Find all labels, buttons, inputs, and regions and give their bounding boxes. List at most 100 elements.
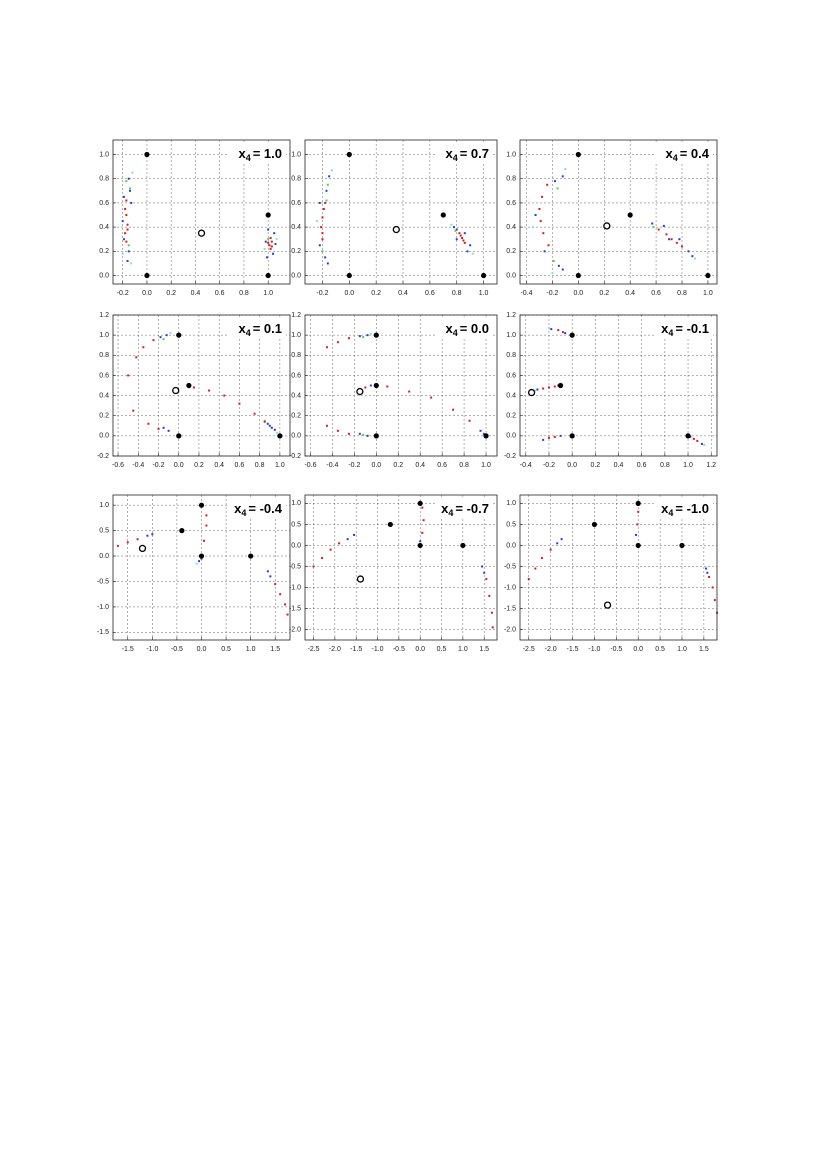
cloud-point [386, 385, 389, 388]
cloud-point [553, 385, 556, 388]
fixed-point [346, 151, 352, 158]
cloud-point [692, 437, 695, 440]
panel-label: x4 = 0.0 [445, 321, 489, 338]
x-tick-label: 1.5 [699, 646, 709, 653]
fixed-point [198, 502, 205, 508]
y-tick-label: 0.6 [291, 200, 301, 207]
x-tick-label: 0.5 [437, 646, 447, 653]
cloud-point [266, 570, 269, 573]
cloud-point [471, 252, 474, 255]
cloud-point [547, 386, 550, 389]
y-tick-label: 0.6 [99, 200, 109, 207]
cloud-point [668, 238, 671, 241]
cloud-point [366, 434, 369, 437]
cloud-point [325, 424, 328, 427]
x-tick-label: -0.6 [112, 462, 124, 469]
cloud-point [696, 439, 699, 442]
cloud-point [713, 599, 716, 602]
label-subscript: 4 [241, 508, 246, 518]
y-tick-label: -0.5 [504, 563, 516, 570]
plot-area [520, 140, 717, 284]
panel-label: x4 = 0.1 [238, 321, 282, 338]
cloud-point [463, 241, 466, 244]
label-background [655, 144, 713, 163]
x-tick-label: 0.8 [660, 462, 670, 469]
cloud-point [468, 419, 471, 422]
cloud-point [358, 335, 361, 338]
x-tick-label: 0.2 [166, 290, 176, 297]
y-tick-label: 0.8 [291, 176, 301, 183]
x-tick-label: 0.6 [437, 462, 447, 469]
cloud-point [157, 427, 160, 430]
x-tick-label: -0.2 [348, 462, 360, 469]
cloud-point [681, 245, 684, 248]
cloud-point [541, 195, 544, 198]
cloud-point [491, 626, 494, 629]
cloud-point [542, 232, 545, 235]
cloud-point [540, 557, 543, 560]
cloud-point [274, 243, 277, 246]
fixed-point [248, 553, 254, 559]
fixed-point [575, 272, 581, 279]
cloud-point [461, 237, 464, 240]
label-value: = 0.1 [253, 321, 282, 336]
fixed-point [480, 272, 487, 279]
cloud-point [454, 229, 457, 232]
y-tick-label: 1.0 [506, 151, 516, 158]
x-tick-label: -0.4 [520, 462, 532, 469]
cloud-point [336, 341, 339, 344]
cloud-point [542, 438, 545, 441]
fixed-point [417, 542, 423, 549]
label-subscript: 4 [246, 153, 251, 163]
center-point [172, 386, 180, 395]
fixed-point [460, 542, 466, 549]
cloud-point [553, 435, 556, 438]
x-tick-label: 0.2 [194, 462, 204, 469]
y-tick-label: 0.8 [506, 176, 516, 183]
panel-label: x4 = 0.7 [445, 146, 489, 163]
fixed-point [417, 500, 423, 507]
cloud-point [270, 245, 273, 248]
cloud-point [316, 220, 319, 223]
cloud-point [205, 514, 208, 517]
x-tick-label: 0.5 [655, 646, 665, 653]
cloud-point [318, 201, 321, 204]
label-background [435, 319, 493, 338]
cloud-point [135, 356, 138, 359]
center-point [603, 222, 611, 230]
cloud-point [124, 232, 127, 235]
fixed-point [373, 332, 379, 338]
y-tick-label: 0.6 [506, 372, 516, 379]
label-background [435, 144, 493, 163]
cloud-point [127, 177, 130, 180]
x-tick-label: 0.0 [371, 462, 381, 469]
cloud-point [125, 199, 128, 202]
x-tick-label: 1.0 [703, 290, 713, 297]
cloud-point [330, 169, 333, 172]
cloud-point [268, 244, 271, 247]
plot-area [305, 140, 497, 284]
cloud-point [169, 332, 172, 335]
x-tick-label: 0.2 [599, 290, 609, 297]
x-tick-label: 0.4 [191, 290, 201, 297]
cloud-point [151, 533, 154, 536]
cloud-point [556, 542, 559, 545]
cloud-point [675, 241, 678, 244]
label-background [228, 144, 286, 163]
plot-area [113, 315, 290, 456]
cloud-point [125, 240, 128, 243]
y-tick-label: 0.8 [99, 352, 109, 359]
x-tick-label: 0.0 [415, 646, 425, 653]
x-tick-label: 0.8 [677, 290, 687, 297]
cloud-point [455, 228, 458, 231]
cloud-point [547, 244, 550, 247]
cloud-point [362, 336, 365, 339]
y-tick-label: 0.4 [506, 224, 516, 231]
cloud-point [462, 239, 465, 242]
x-tick-label: 0.4 [214, 462, 224, 469]
cloud-point [165, 334, 168, 337]
center-point [527, 388, 536, 397]
cloud-point [421, 506, 424, 509]
cloud-point [267, 228, 270, 231]
